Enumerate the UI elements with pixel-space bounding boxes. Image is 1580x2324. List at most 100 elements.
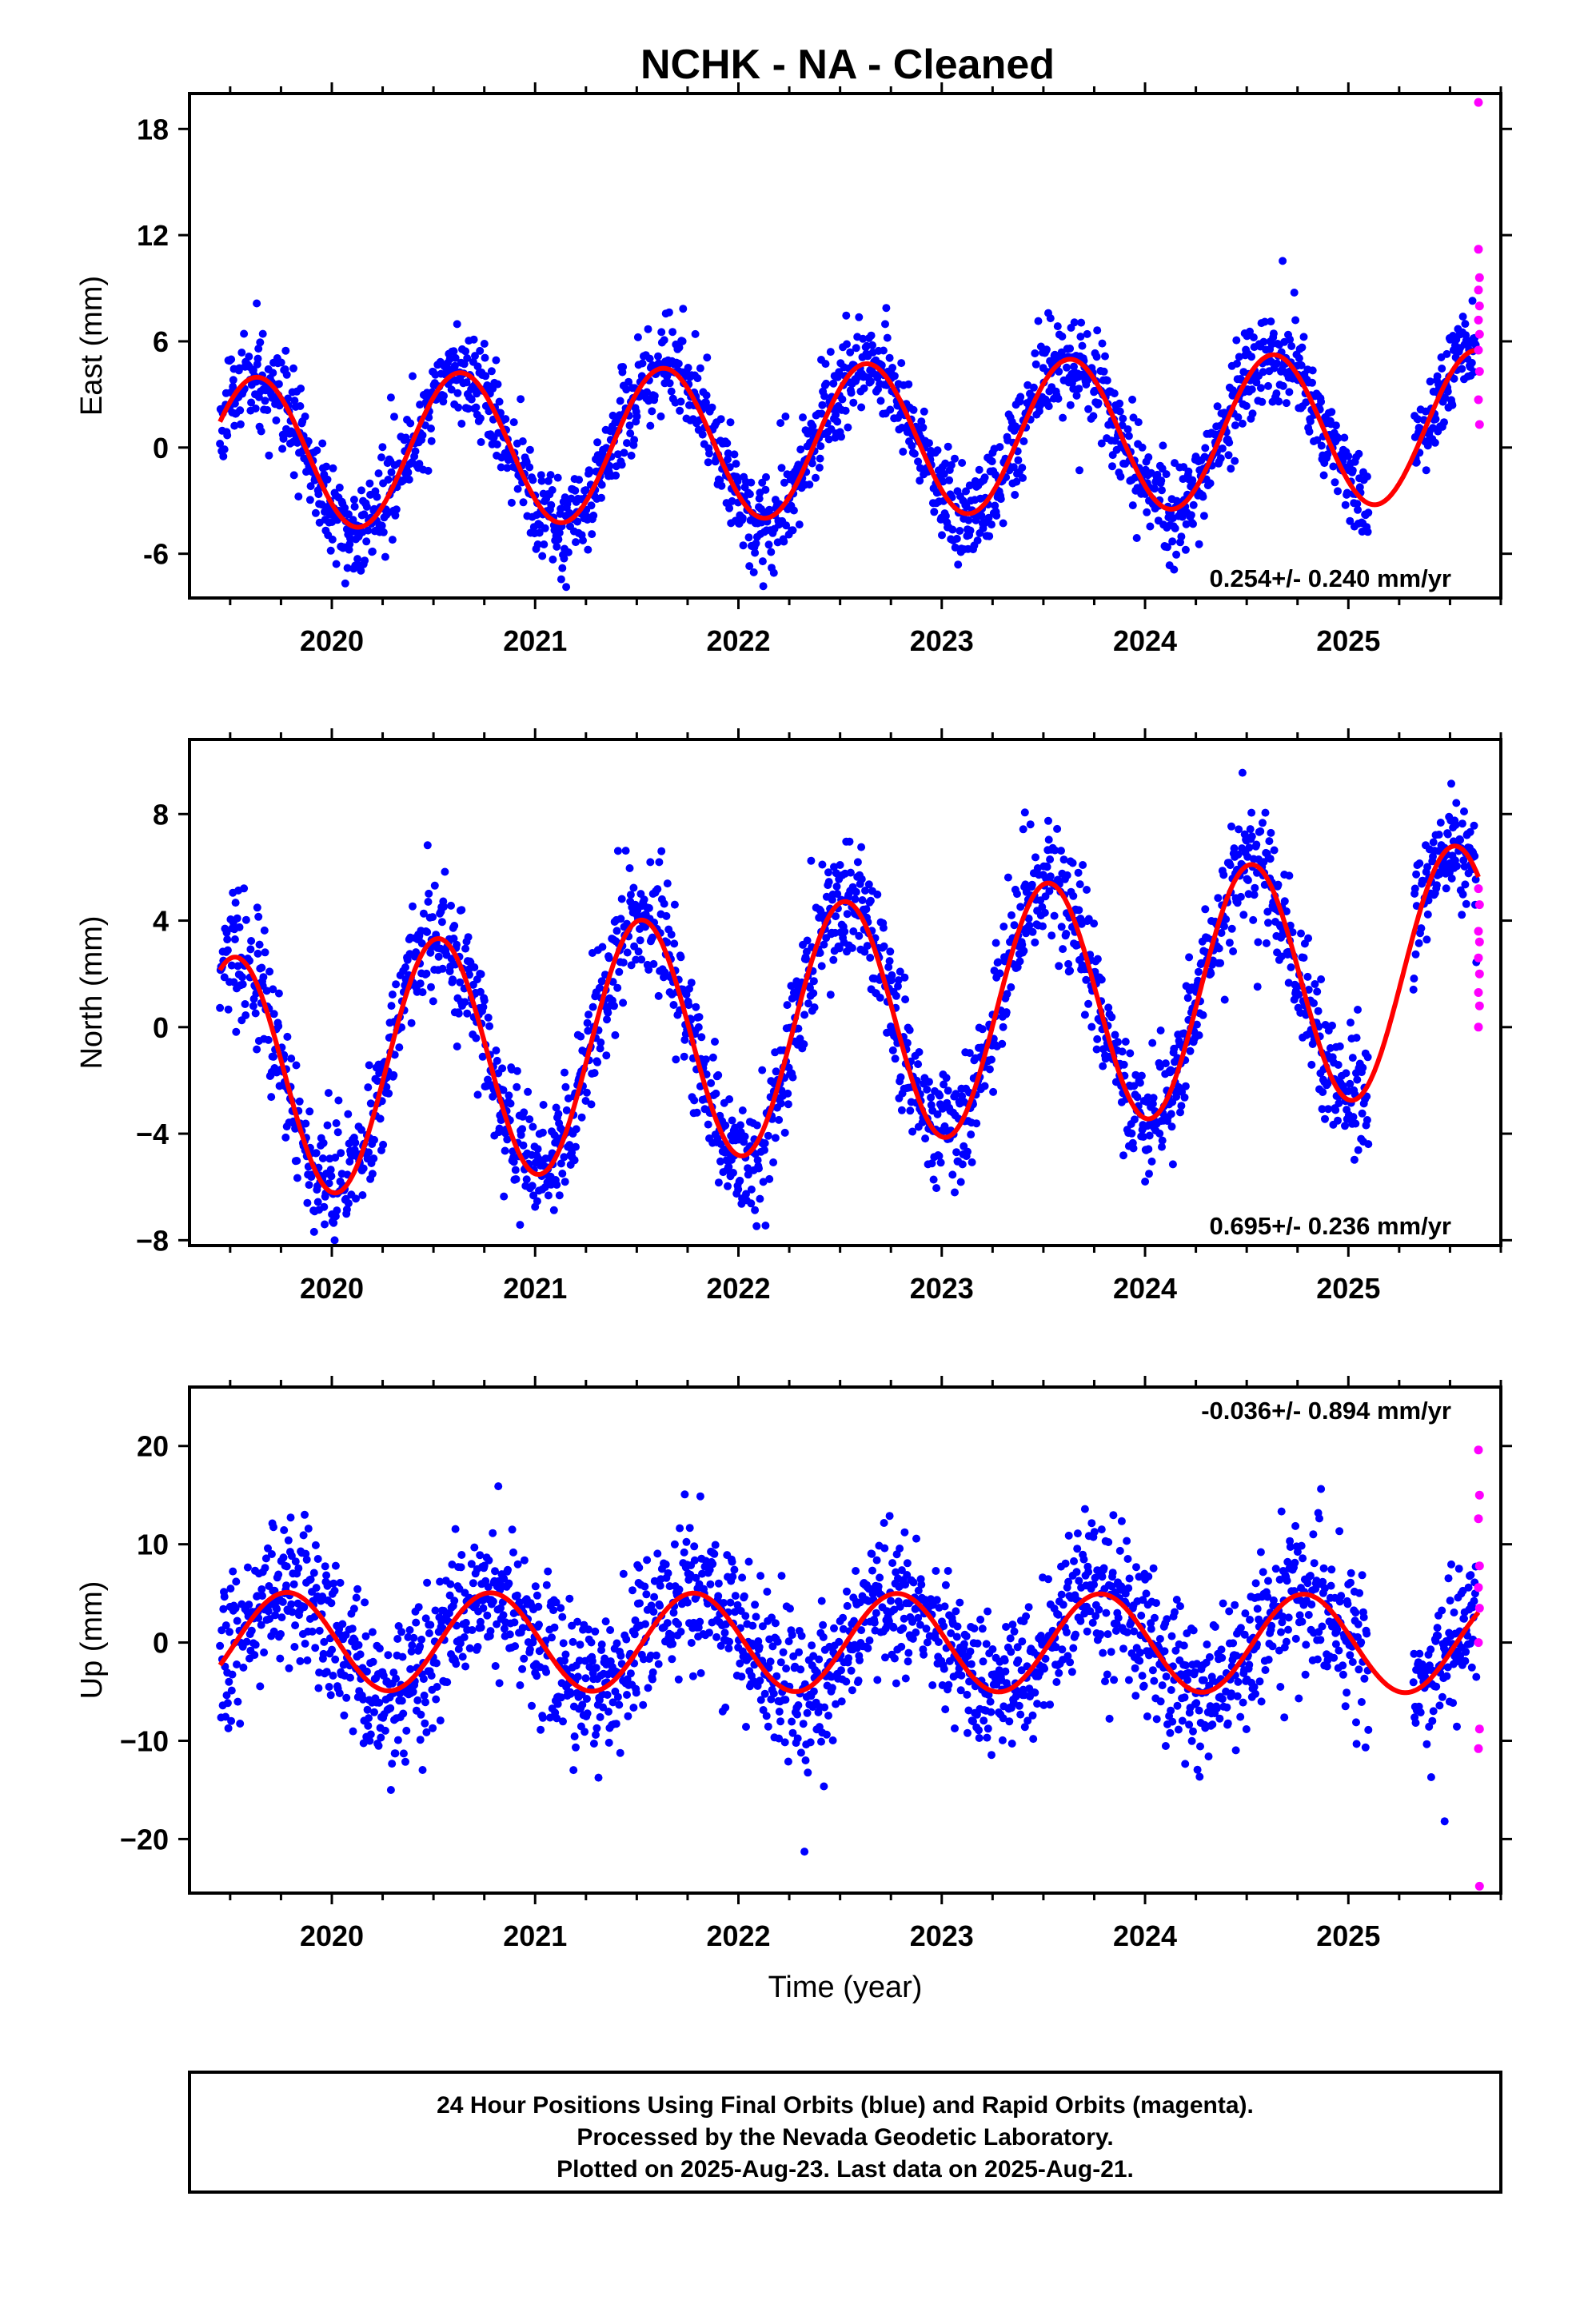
final-point	[1014, 456, 1022, 464]
final-point	[469, 1626, 477, 1634]
final-point	[649, 1668, 657, 1676]
final-point	[880, 943, 888, 951]
final-point	[606, 1626, 614, 1634]
final-point	[837, 433, 845, 440]
final-point	[1300, 333, 1308, 341]
final-point	[1458, 911, 1466, 919]
final-point	[829, 956, 837, 964]
final-point	[265, 967, 273, 975]
final-point	[662, 1561, 670, 1569]
final-point	[320, 1203, 328, 1211]
final-point	[526, 446, 534, 454]
final-point	[805, 480, 813, 488]
final-point	[557, 1604, 565, 1612]
final-point	[496, 1679, 504, 1687]
final-point	[1434, 373, 1442, 381]
final-point	[1332, 421, 1340, 429]
final-point	[1047, 872, 1055, 880]
final-point	[959, 1160, 967, 1168]
final-point	[559, 1717, 567, 1725]
final-point	[784, 1090, 792, 1098]
final-point	[740, 541, 748, 549]
final-point	[565, 1595, 573, 1603]
final-point	[736, 1121, 744, 1129]
x-tick-label: 2021	[503, 624, 567, 657]
final-point	[384, 476, 392, 484]
final-point	[712, 1541, 720, 1549]
final-point	[936, 1092, 944, 1100]
final-point	[818, 861, 826, 869]
final-point	[225, 1006, 233, 1014]
final-point	[1459, 313, 1467, 321]
final-point	[380, 528, 388, 536]
final-point	[421, 1698, 429, 1706]
final-point	[656, 1602, 664, 1610]
final-point	[1073, 392, 1081, 400]
final-point	[637, 955, 645, 963]
final-point	[219, 452, 227, 460]
final-point	[686, 1524, 694, 1532]
final-point	[269, 1523, 277, 1531]
final-point	[432, 1696, 440, 1704]
final-point	[876, 994, 884, 1002]
final-point	[1239, 769, 1247, 777]
final-point	[1031, 853, 1039, 861]
final-point	[604, 1009, 612, 1017]
final-point	[1157, 476, 1165, 484]
final-point	[379, 1141, 387, 1149]
final-point	[399, 1653, 407, 1661]
final-point	[1090, 919, 1098, 927]
final-point	[401, 1758, 409, 1766]
final-point	[365, 480, 373, 488]
final-point	[1172, 551, 1180, 559]
final-point	[485, 1022, 493, 1030]
final-point	[629, 884, 637, 892]
final-point	[994, 959, 1002, 967]
final-point	[1159, 1137, 1167, 1145]
final-point	[781, 413, 789, 421]
final-point	[577, 1033, 585, 1041]
final-point	[461, 1633, 469, 1641]
final-point	[1287, 342, 1295, 350]
final-point	[283, 371, 291, 379]
final-point	[520, 1142, 528, 1150]
final-point	[1351, 1120, 1359, 1128]
final-point	[1035, 317, 1043, 325]
final-point	[500, 1193, 508, 1201]
final-point	[440, 392, 448, 400]
final-point	[1440, 418, 1448, 426]
final-point	[496, 398, 504, 406]
final-point	[612, 472, 620, 480]
final-point	[476, 347, 484, 355]
final-point	[1083, 886, 1091, 894]
final-point	[843, 341, 851, 349]
final-point	[349, 1624, 357, 1632]
final-point	[1187, 511, 1195, 519]
final-point	[420, 1675, 428, 1683]
final-point	[981, 1082, 989, 1090]
final-point	[238, 973, 246, 981]
final-point	[699, 431, 707, 439]
final-point	[884, 334, 892, 342]
final-point	[1128, 396, 1136, 404]
final-point	[461, 1663, 469, 1671]
final-point	[635, 947, 643, 955]
final-point	[351, 1138, 359, 1146]
final-point	[675, 360, 683, 368]
final-point	[624, 949, 632, 957]
final-point	[665, 309, 673, 317]
final-point	[714, 1071, 722, 1079]
final-point	[1067, 401, 1075, 409]
final-point	[305, 1107, 313, 1115]
rapid-point	[1474, 954, 1483, 963]
final-point	[409, 1688, 417, 1696]
final-point	[406, 1665, 414, 1673]
final-point	[784, 1001, 792, 1009]
final-point	[1103, 377, 1111, 385]
final-point	[294, 1565, 302, 1573]
final-point	[1044, 817, 1052, 825]
final-point	[492, 1046, 500, 1054]
final-point	[972, 1119, 980, 1127]
final-point	[312, 509, 320, 517]
final-point	[908, 442, 916, 450]
